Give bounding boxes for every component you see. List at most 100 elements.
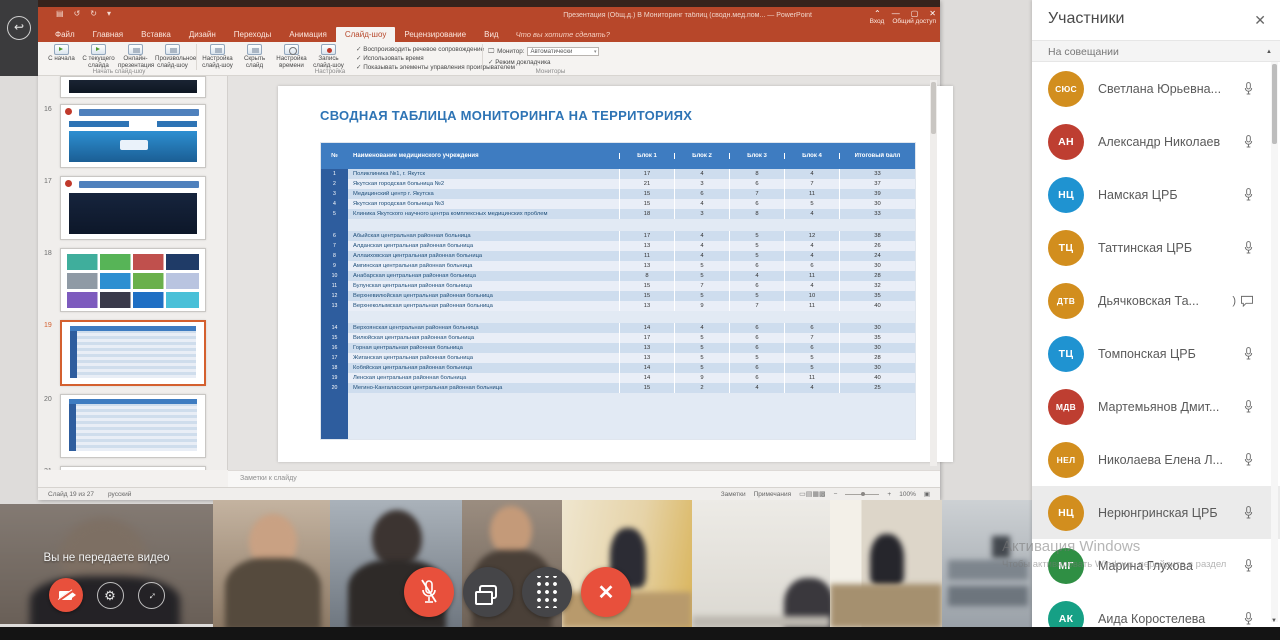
rehearse-timings-icon bbox=[284, 44, 299, 55]
table-row: 10 Анабарская центральная районная больни… bbox=[321, 271, 915, 281]
qat-icon[interactable]: ↻ bbox=[90, 9, 97, 18]
participant-row[interactable]: МГ Марина Глухова bbox=[1032, 539, 1280, 592]
online-presentation-button[interactable]: Онлайн-презентация bbox=[118, 44, 154, 70]
video-off-button[interactable] bbox=[48, 578, 83, 612]
window-control-icon[interactable]: ⌃ bbox=[874, 9, 881, 18]
expand-video-button[interactable]: ↔ bbox=[137, 581, 165, 609]
view-switcher-icons[interactable]: ▭▤▦▩ bbox=[799, 490, 826, 498]
rehearse-timings-button[interactable]: Настройка времени bbox=[274, 44, 309, 70]
slide-thumbnail-18[interactable] bbox=[60, 248, 206, 312]
slide-thumbnail-17[interactable] bbox=[60, 176, 206, 240]
qat-icon[interactable]: ▾ bbox=[106, 9, 111, 18]
slide-thumbnail-20[interactable] bbox=[60, 394, 206, 458]
slide-thumbnail-partial[interactable] bbox=[60, 76, 206, 98]
mic-icon bbox=[1244, 400, 1253, 413]
scroll-up-icon[interactable]: ▲ bbox=[1266, 49, 1272, 55]
participant-row[interactable]: НЕЛ Николаева Елена Л... bbox=[1032, 433, 1280, 486]
zoom-out-button[interactable]: − bbox=[833, 490, 838, 498]
presenter-mode-checkbox[interactable]: ✓ Режим докладчика bbox=[488, 59, 551, 66]
play-from-start-button[interactable]: С начала bbox=[44, 44, 79, 70]
video-settings-button[interactable]: ⚙ bbox=[96, 581, 124, 609]
window-controls: ⌃ — ▢ ✕ bbox=[874, 9, 936, 18]
participant-video-1[interactable] bbox=[213, 500, 330, 628]
slide-thumbnail-21[interactable] bbox=[60, 466, 206, 470]
participant-row[interactable]: НЦ Нерюнгринская ЦРБ bbox=[1032, 486, 1280, 539]
qat-icon[interactable]: ↺ bbox=[73, 9, 81, 18]
ribbon-tab-анимация[interactable]: Анимация bbox=[289, 30, 327, 39]
ribbon-tab-дизайн[interactable]: Дизайн bbox=[188, 30, 216, 39]
panel-scrollbar[interactable] bbox=[1271, 62, 1278, 622]
slide-number: 17 bbox=[44, 178, 52, 185]
qat-icon[interactable]: ▤ bbox=[56, 9, 64, 18]
notes-pane[interactable]: Заметки к слайду bbox=[228, 470, 940, 487]
participant-row[interactable]: ТЦ Томпонская ЦРБ bbox=[1032, 327, 1280, 380]
slide-thumbnail-16[interactable] bbox=[60, 104, 206, 168]
end-call-button[interactable]: ✕ bbox=[581, 567, 631, 617]
participant-row[interactable]: ДТВ Дьячковская Та...) bbox=[1032, 274, 1280, 327]
participant-row[interactable]: ТЦ Таттинская ЦРБ bbox=[1032, 221, 1280, 274]
zoom-in-button[interactable]: + bbox=[887, 490, 892, 498]
comments-toggle[interactable]: Примечания bbox=[753, 490, 792, 498]
participant-row[interactable]: АН Александр Николаев bbox=[1032, 115, 1280, 168]
share-button[interactable]: Общий доступ bbox=[892, 18, 936, 25]
participant-video-5[interactable] bbox=[692, 500, 830, 628]
mic-icon bbox=[1244, 135, 1253, 148]
monitor-dropdown[interactable]: Автоматически bbox=[527, 47, 600, 56]
zoom-slider[interactable] bbox=[845, 491, 880, 496]
notes-toggle[interactable]: Заметки bbox=[720, 490, 746, 498]
record-slideshow-button[interactable]: Запись слайд-шоу bbox=[311, 44, 346, 70]
window-control-icon[interactable]: ▢ bbox=[910, 9, 919, 18]
dialpad-button[interactable] bbox=[522, 567, 572, 617]
ribbon-checkbox[interactable]: ✓ Использовать время bbox=[356, 55, 424, 62]
participant-row[interactable]: НЦ Намская ЦРБ bbox=[1032, 168, 1280, 221]
ribbon-checkbox[interactable]: ✓ Воспроизводить речевое сопровождение bbox=[356, 46, 485, 53]
view-icon[interactable]: ▤ bbox=[805, 491, 813, 498]
mic-icon bbox=[1244, 347, 1253, 360]
window-control-icon[interactable]: ✕ bbox=[929, 9, 936, 18]
participant-row[interactable]: МДВ Мартемьянов Дмит... bbox=[1032, 380, 1280, 433]
share-screen-icon bbox=[475, 585, 497, 605]
sign-in-button[interactable]: Вход bbox=[869, 18, 885, 25]
table-column-header: № bbox=[331, 153, 338, 159]
call-controls: ✕ bbox=[404, 567, 631, 617]
ribbon-tab-главная[interactable]: Главная bbox=[92, 30, 124, 39]
fit-slide-button[interactable]: ▣ bbox=[923, 491, 930, 498]
participant-video-7[interactable] bbox=[942, 500, 1032, 628]
view-icon[interactable]: ▩ bbox=[819, 491, 826, 498]
participant-video-6[interactable] bbox=[830, 500, 942, 628]
custom-slideshow-button[interactable]: Произвольное слайд-шоу bbox=[155, 44, 196, 70]
close-panel-icon[interactable]: ✕ bbox=[1254, 12, 1266, 28]
view-icon[interactable]: ▭ bbox=[799, 491, 806, 498]
group-divider bbox=[196, 44, 197, 70]
self-video-tile[interactable]: Вы не передаете видео ⚙ ↔ bbox=[0, 504, 213, 624]
play-current-slide-button[interactable]: С текущего слайда bbox=[81, 44, 116, 70]
current-slide[interactable]: СВОДНАЯ ТАБЛИЦА МОНИТОРИНГА НА ТЕРРИТОРИ… bbox=[278, 86, 953, 462]
scroll-down-icon[interactable]: ▼ bbox=[1271, 618, 1277, 624]
thumbnail-tiles bbox=[67, 292, 199, 308]
slide-scrollbar[interactable] bbox=[930, 80, 937, 466]
ribbon-tab-вид[interactable]: Вид bbox=[484, 30, 499, 39]
setup-slideshow-button[interactable]: Настройка слайд-шоу bbox=[200, 44, 235, 70]
view-icon[interactable]: ▦ bbox=[812, 491, 819, 498]
zoom-level[interactable]: 100% bbox=[899, 490, 916, 498]
tell-me-box[interactable]: Что вы хотите сделать? bbox=[515, 30, 610, 39]
slide-thumbnail-19-selected[interactable] bbox=[60, 320, 206, 386]
ribbon-checkbox[interactable]: ✓ Показывать элементы управления проигрыв… bbox=[356, 64, 515, 71]
ribbon-tab-переходы[interactable]: Переходы bbox=[233, 30, 272, 39]
ribbon-tab-рецензирование[interactable]: Рецензирование bbox=[404, 30, 467, 39]
hide-slide-button[interactable]: Скрыть слайд bbox=[237, 44, 272, 70]
ribbon-tab-файл[interactable]: Файл bbox=[55, 30, 75, 39]
share-screen-button[interactable] bbox=[463, 567, 513, 617]
window-control-icon[interactable]: — bbox=[891, 9, 900, 18]
titlebar-account-area: Вход Общий доступ bbox=[870, 18, 936, 25]
back-button[interactable]: ↩ bbox=[7, 16, 31, 40]
ribbon-tab-слайд-шоу[interactable]: Слайд-шоу bbox=[335, 27, 396, 42]
ribbon-tab-вставка[interactable]: Вставка bbox=[141, 30, 171, 39]
mute-microphone-button[interactable] bbox=[404, 567, 454, 617]
slide-number: 16 bbox=[44, 106, 52, 113]
avatar: ТЦ bbox=[1048, 335, 1084, 372]
participant-status-icons bbox=[1243, 346, 1254, 361]
participant-row[interactable]: СЮС Светлана Юрьевна... bbox=[1032, 62, 1280, 115]
language-indicator[interactable]: русский bbox=[108, 491, 132, 498]
participant-video-4[interactable] bbox=[562, 500, 692, 628]
